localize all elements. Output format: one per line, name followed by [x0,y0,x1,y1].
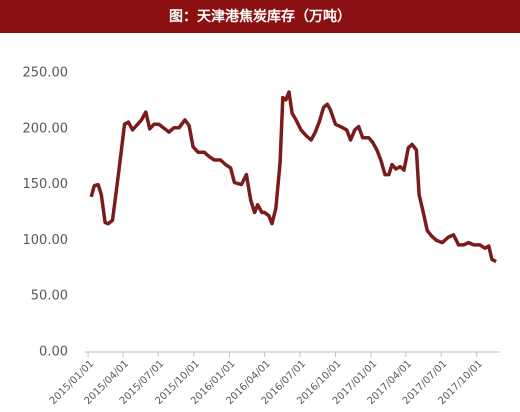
data-line [89,90,497,264]
chart-title: 图：天津港焦炭库存（万吨） [169,8,351,25]
y-tick-label: 200.00 [23,121,69,136]
y-tick-label: 250.00 [23,66,69,81]
y-tick-label: 100.00 [23,233,69,248]
y-tick-label: 150.00 [23,177,69,192]
title-bar [0,0,520,33]
y-tick-label: 0.00 [39,345,68,360]
y-tick-label: 50.00 [31,289,68,304]
